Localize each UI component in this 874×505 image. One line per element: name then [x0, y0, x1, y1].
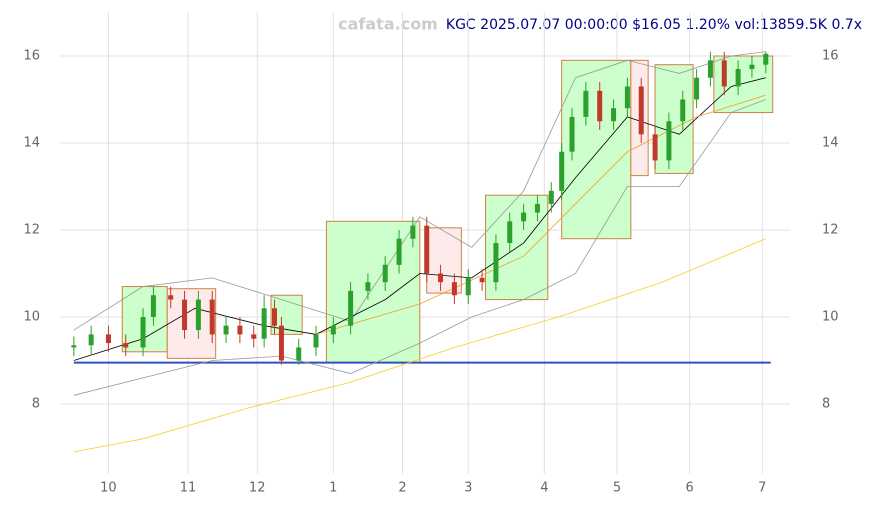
candle-body — [168, 295, 174, 300]
candle-body — [410, 225, 416, 239]
candle-body — [382, 264, 388, 283]
candle-body — [597, 90, 603, 122]
candle-body — [638, 86, 644, 135]
x-tick-label: 10 — [100, 481, 117, 496]
candle-body — [209, 299, 215, 335]
candle-body — [735, 69, 741, 87]
chart-title: KGC 2025.07.07 00:00:00 $16.05 1.20% vol… — [446, 17, 862, 33]
candle-body — [749, 64, 755, 70]
watermark: cafata.com — [338, 15, 438, 34]
candle-body — [465, 277, 471, 296]
candle-body — [278, 325, 284, 361]
candle-body — [223, 325, 229, 335]
candle-body — [707, 60, 713, 78]
x-tick-label: 2 — [398, 481, 406, 496]
y-tick-label-right: 8 — [822, 397, 830, 412]
candle-body — [583, 90, 589, 117]
candle-body — [624, 86, 630, 109]
y-tick-label: 16 — [23, 49, 40, 64]
indicator-line — [73, 99, 766, 396]
candle-body — [534, 203, 540, 213]
indicator-line — [73, 51, 766, 331]
candle-body — [611, 108, 617, 122]
y-tick-label-right: 12 — [822, 223, 839, 238]
candle-body — [182, 299, 188, 331]
x-tick-label: 5 — [613, 481, 621, 496]
zone-box — [166, 288, 217, 359]
indicator-line — [73, 238, 766, 453]
candle-body — [313, 334, 319, 348]
candle-body — [451, 282, 457, 296]
zone-box — [654, 64, 694, 174]
y-tick-label-right: 14 — [822, 136, 839, 151]
candle-body — [763, 53, 769, 65]
candle-body — [396, 238, 402, 265]
y-tick-label-right: 10 — [822, 310, 839, 325]
x-tick-label: 11 — [180, 481, 197, 496]
x-tick-label: 1 — [329, 481, 337, 496]
y-tick-label: 12 — [23, 223, 40, 238]
candle-body — [330, 325, 336, 335]
candle-body — [123, 343, 129, 348]
candle-body — [666, 121, 672, 161]
candle-body — [88, 334, 94, 346]
candle-body — [438, 273, 444, 283]
y-tick-label: 14 — [23, 136, 40, 151]
candle-body — [105, 334, 111, 344]
candle-body — [261, 308, 267, 339]
candle-body — [365, 282, 371, 291]
candle-body — [195, 299, 201, 331]
candle-body — [521, 212, 527, 222]
y-tick-label: 8 — [32, 397, 40, 412]
candle-body — [721, 60, 727, 87]
x-tick-label: 7 — [758, 481, 766, 496]
candle-body — [140, 317, 146, 348]
candle-body — [559, 151, 565, 191]
x-tick-label: 3 — [464, 481, 472, 496]
candle-body — [272, 308, 278, 326]
y-tick-label-right: 16 — [822, 49, 839, 64]
candle-body — [680, 99, 686, 122]
candle-body — [694, 77, 700, 100]
y-tick-label: 10 — [23, 310, 40, 325]
candle-body — [348, 290, 354, 326]
zone-box — [325, 220, 421, 364]
candle-body — [424, 225, 430, 274]
candle-body — [652, 134, 658, 161]
candle-body — [548, 190, 554, 204]
x-tick-label: 12 — [249, 481, 266, 496]
x-tick-label: 6 — [686, 481, 694, 496]
candle-body — [251, 334, 257, 339]
indicator-line — [315, 94, 766, 335]
candle-body — [150, 295, 156, 317]
candle-body — [71, 345, 77, 348]
candle-body — [569, 116, 575, 152]
candle-body — [237, 325, 243, 335]
x-tick-label: 4 — [540, 481, 548, 496]
candle-body — [296, 347, 302, 361]
candle-body — [493, 243, 499, 283]
candle-body — [479, 277, 485, 283]
candle-body — [507, 221, 513, 244]
